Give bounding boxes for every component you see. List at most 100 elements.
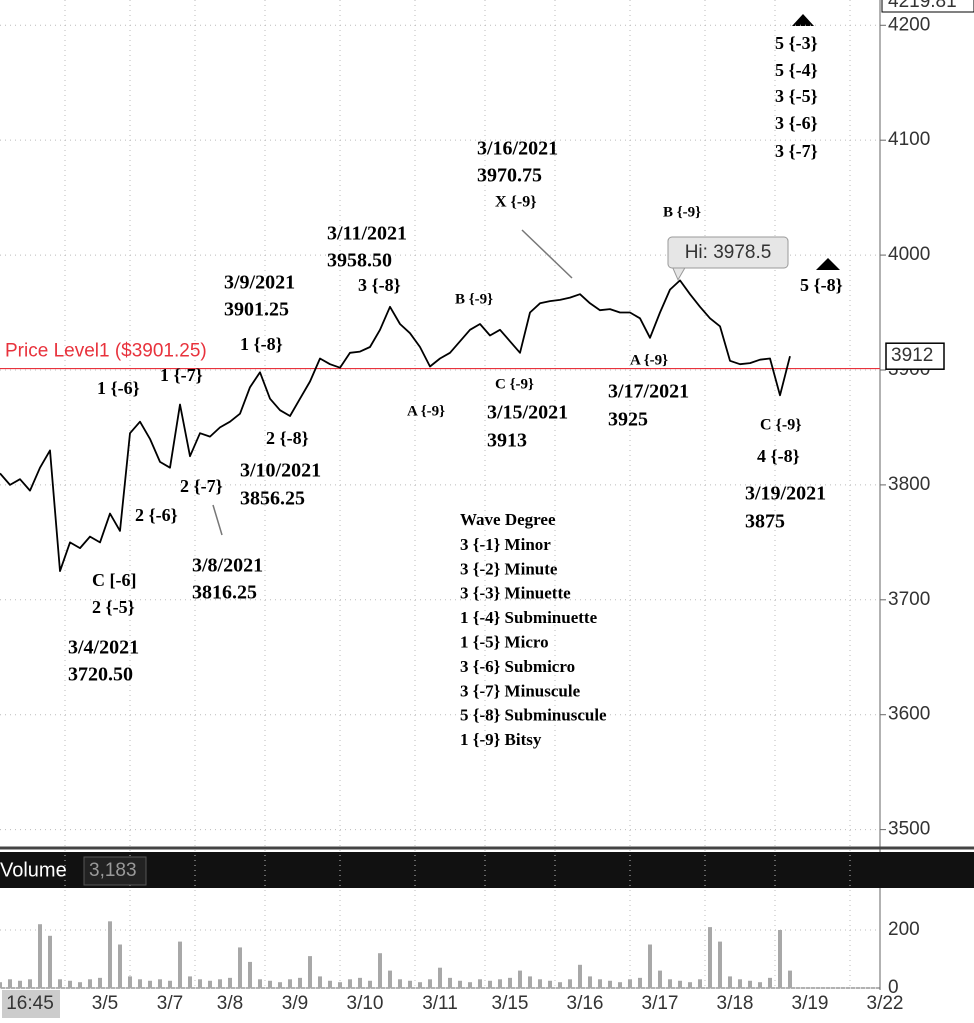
volume-bar [418,982,422,988]
volume-title: Volume [0,859,67,881]
volume-bar [168,980,172,988]
x-tick-label: 3/11 [422,993,458,1014]
wave-degree-row: 3 {-3} Minuette [460,584,571,603]
x-tick-label: 3/17 [642,993,679,1014]
price-level-label: Price Level1 ($3901.25) [5,341,207,362]
volume-bar [618,982,622,988]
volume-bar [188,976,192,988]
volume-tick-label: 200 [888,919,920,940]
volume-bar [368,980,372,988]
wave-degree-row: 1 {-9} Bitsy [460,730,542,749]
wave-annotation: 3925 [608,409,648,431]
wave-annotation: 2 {-7} [180,476,223,496]
wave-annotation: 3913 [487,430,527,452]
volume-bar [98,977,102,988]
time-badge [2,990,60,1018]
volume-bar [448,977,452,988]
volume-bar [458,980,462,988]
price-line [0,279,791,572]
volume-bar [58,979,62,988]
volume-bar [528,976,532,988]
high-box [667,236,789,269]
wave-degree-row: 1 {-5} Micro [460,633,549,652]
volume-bar [738,979,742,988]
volume-bar [438,967,442,988]
wave-annotation: 3958.50 [327,250,392,272]
volume-bar [428,979,432,988]
volume-bar [18,980,22,988]
wave-annotation: B {-9} [455,291,493,307]
wave-annotation: 3 {-8} [358,275,401,295]
wave-degree-row: 3 {-6} Submicro [460,657,575,676]
volume-bar [548,980,552,988]
volume-bar [658,970,662,988]
y-tick-label: 4100 [888,129,930,150]
x-tick-label: 3/5 [92,993,118,1014]
volume-tick-label: 0 [888,977,899,998]
wave-annotation: 3/9/2021 [224,272,295,294]
volume-bar [128,976,132,988]
volume-bar [118,944,122,988]
volume-bar [718,941,722,988]
x-tick-label: 3/19 [792,993,829,1014]
wave-annotation: 3 {-6} [775,113,818,133]
volume-bar [558,982,562,988]
volume-bar [138,979,142,988]
wave-annotation: 3720.50 [68,664,133,686]
volume-bar [258,979,262,988]
y-tick-label: 4000 [888,244,930,265]
volume-bar [308,956,312,988]
x-tick-label: 3/15 [492,993,529,1014]
volume-bar [108,921,112,988]
volume-bar [788,970,792,988]
volume-bar [48,935,52,988]
wave-annotation: 3875 [745,511,785,533]
x-tick-label: 3/22 [867,993,904,1014]
volume-bar [158,979,162,988]
wave-annotation: B {-9} [663,204,701,220]
wave-annotation: 3/15/2021 [487,402,568,424]
volume-bar [328,980,332,988]
volume-bar [278,982,282,988]
wave-annotation: 3 {-5} [775,86,818,106]
volume-last-box [83,856,147,886]
wave-annotation: 5 {-8} [800,275,843,295]
volume-bar [508,977,512,988]
volume-last: 3,183 [89,860,137,881]
wave-degree-row: 1 {-4} Subminuette [460,608,598,627]
volume-bar [778,930,782,988]
volume-bar [648,944,652,988]
last-price-label: 3912 [891,345,933,366]
wave-annotation: 3856.25 [240,488,305,510]
volume-bar [398,979,402,988]
wave-annotation: A {-9} [407,403,445,419]
wave-annotation: 3/8/2021 [192,555,263,577]
top-price-label: 4219.81 [888,0,957,12]
arrow-up [816,258,840,270]
wave-annotation: X {-9} [495,194,537,211]
high-label: Hi: 3978.5 [685,242,772,263]
volume-bar [298,977,302,988]
volume-bar [248,961,252,988]
wave-degree-row: 3 {-1} Minor [460,535,551,554]
y-tick-label: 4200 [888,14,930,35]
volume-bar [498,979,502,988]
volume-bar [588,976,592,988]
x-tick-label: 3/10 [347,993,384,1014]
wave-annotation: 4 {-8} [757,446,800,466]
wave-annotation: 2 {-5} [92,597,135,617]
volume-bar [78,982,82,988]
volume-bar [68,980,72,988]
volume-bar [478,979,482,988]
wave-annotation: 5 {-3} [775,33,818,53]
volume-bar [0,982,2,988]
volume-bar [378,953,382,988]
wave-annotation: A {-9} [630,352,668,368]
volume-bar [228,977,232,988]
volume-bar [518,970,522,988]
wave-annotation: 3816.25 [192,582,257,604]
volume-bar [208,980,212,988]
volume-bar [198,979,202,988]
leader-line [521,229,573,279]
wave-annotation: 3970.75 [477,165,542,187]
